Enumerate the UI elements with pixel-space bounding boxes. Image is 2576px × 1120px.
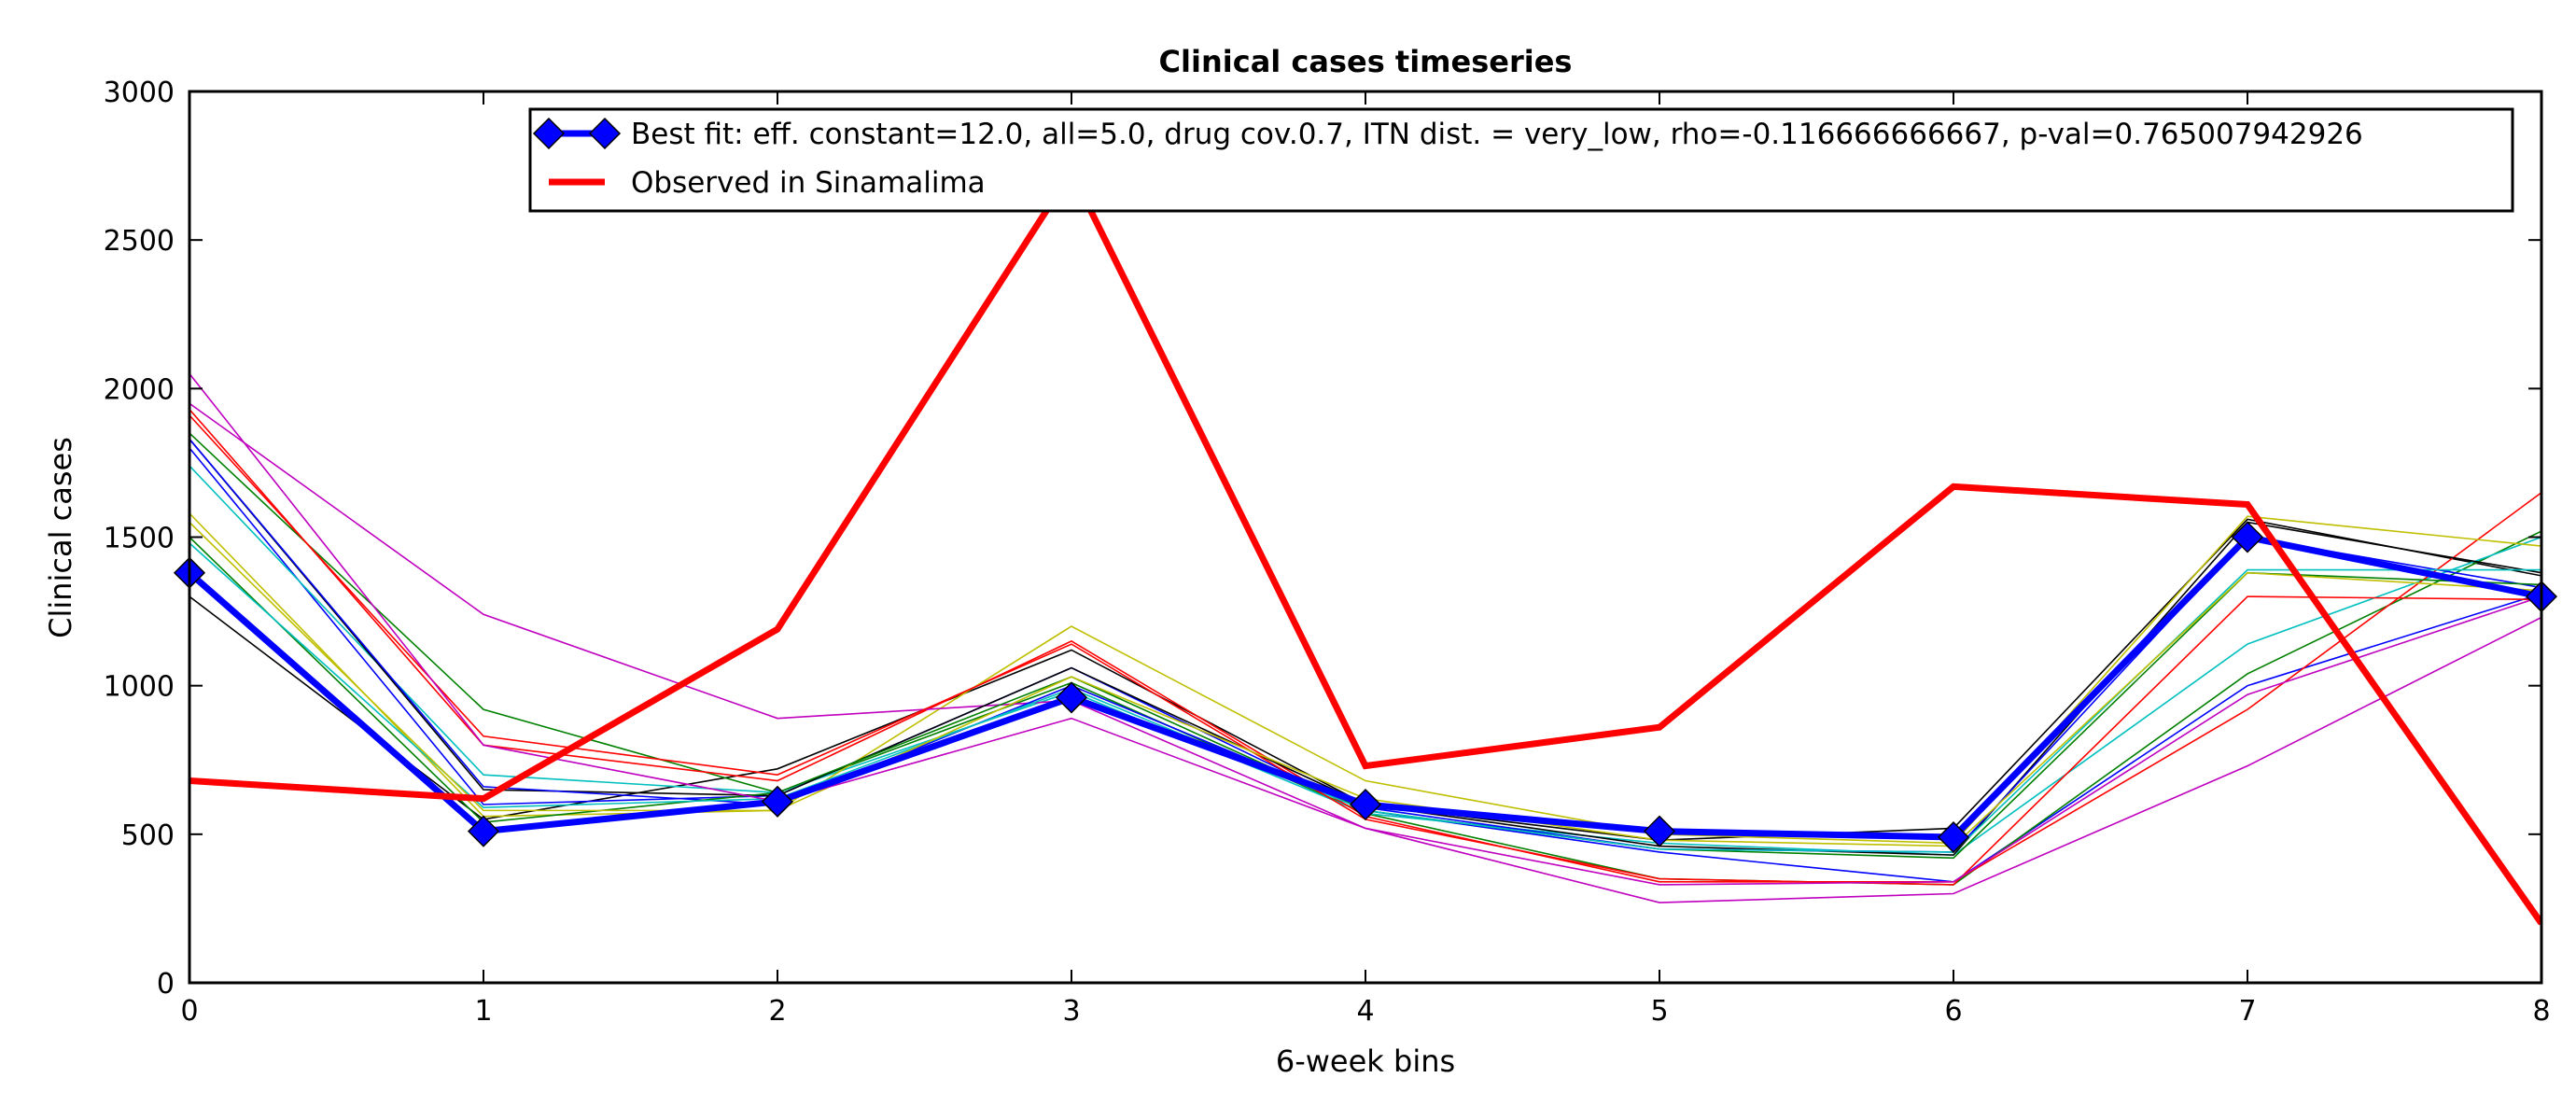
y-tick-label: 1500: [104, 523, 175, 555]
y-tick-label: 2500: [104, 225, 175, 258]
legend-label-best-fit: Best fit: eff. constant=12.0, all=5.0, d…: [631, 118, 2363, 151]
plot-frame: [188, 90, 2543, 985]
best-fit-point: [1349, 788, 1382, 821]
x-tick-label: 3: [1062, 995, 1080, 1028]
x-axis-label: 6-week bins: [1276, 1043, 1455, 1079]
x-tick-label: 1: [474, 995, 492, 1028]
y-tick-label: 500: [121, 819, 175, 852]
x-tick-label: 8: [2532, 995, 2550, 1028]
y-tick-label: 0: [157, 968, 175, 1001]
best-fit-point: [2231, 521, 2264, 553]
x-tick-label: 2: [768, 995, 786, 1028]
x-tick-label: 7: [2238, 995, 2256, 1028]
y-tick-label: 1000: [104, 671, 175, 704]
x-tick-label: 6: [1944, 995, 1962, 1028]
legend: Best fit: eff. constant=12.0, all=5.0, d…: [528, 107, 2514, 213]
x-tick-label: 5: [1650, 995, 1668, 1028]
x-tick-label: 0: [180, 995, 198, 1028]
legend-label-observed: Observed in Sinamalima: [631, 166, 986, 200]
y-tick-label: 3000: [104, 77, 175, 109]
best-fit-point: [761, 785, 794, 818]
series-line-5: [189, 512, 2541, 845]
series-line-13: [189, 372, 2541, 886]
best-fit-point: [467, 815, 500, 847]
x-tick-label: 4: [1356, 995, 1374, 1028]
marker-layer: [173, 521, 2558, 854]
best-fit-point: [1937, 820, 1970, 854]
chart-title: Clinical cases timeseries: [1159, 44, 1573, 79]
series-line-observed: [189, 164, 2541, 926]
y-tick-label: 2000: [104, 373, 175, 406]
legend-marker-best-fit: [588, 117, 622, 150]
best-fit-point: [1643, 815, 1676, 847]
best-fit-point: [1055, 681, 1088, 714]
y-axis-label: Clinical cases: [43, 437, 78, 638]
legend-marker-best-fit: [532, 117, 566, 150]
tick-layer: 0 1 2 3 4 5 6 7 8 0 500 1000 1500 2000 2500 3000: [104, 77, 2551, 1028]
legend-box: [528, 107, 2514, 213]
